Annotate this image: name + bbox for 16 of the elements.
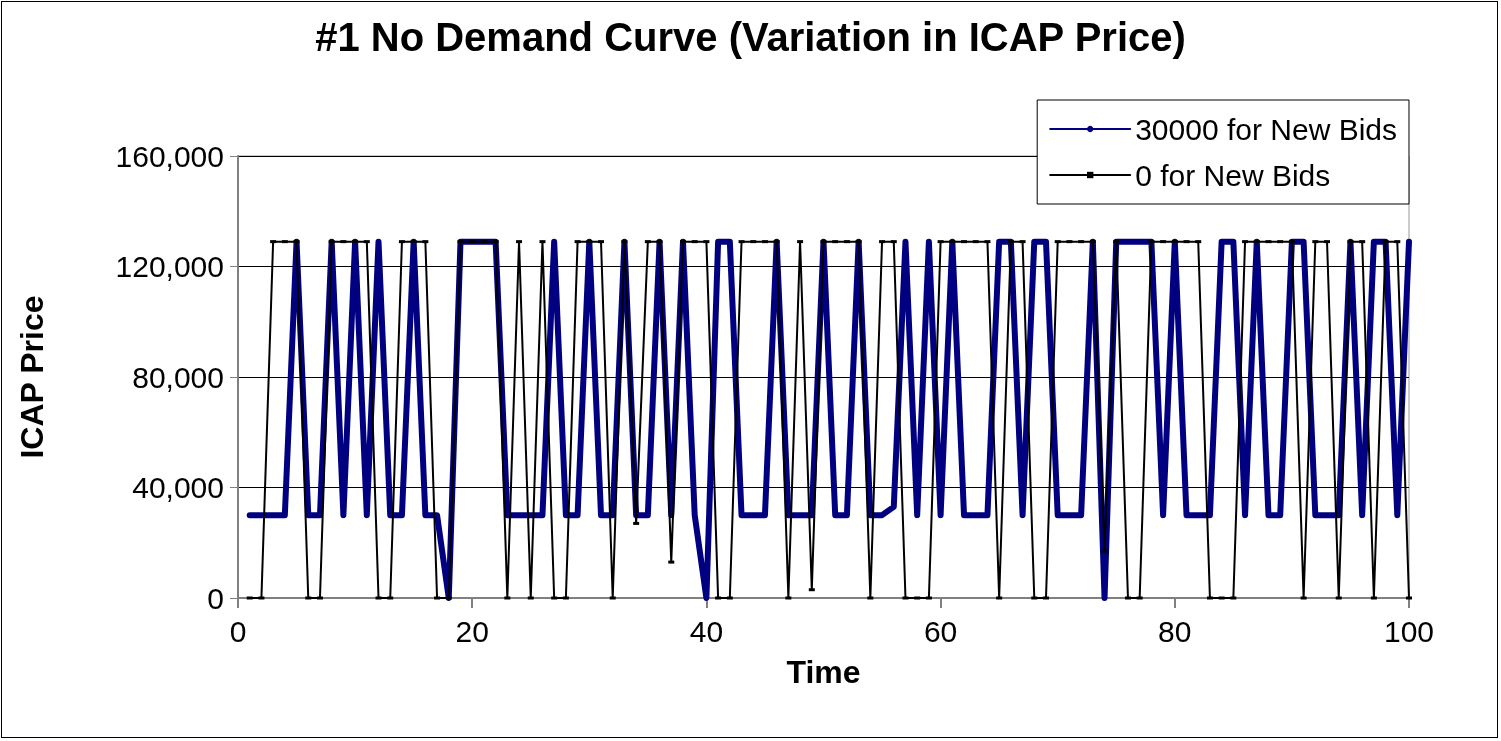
- x-tick-label: 80: [1158, 614, 1192, 648]
- legend-label: 30000 for New Bids: [1135, 112, 1397, 146]
- chart-title: #1 No Demand Curve (Variation in ICAP Price): [315, 15, 1186, 59]
- y-tick-label: 80,000: [132, 360, 224, 394]
- legend-label: 0 for New Bids: [1135, 158, 1331, 192]
- x-axis-title: Time: [786, 654, 861, 690]
- y-tick-label: 0: [207, 581, 224, 615]
- x-tick-label: 40: [689, 614, 724, 648]
- x-tick-label: 100: [1383, 614, 1435, 648]
- y-tick-label: 40,000: [132, 471, 224, 504]
- x-tick-label: 60: [923, 614, 958, 648]
- x-tick-label: 20: [455, 614, 489, 648]
- y-tick-label: 120,000: [115, 250, 224, 283]
- y-axis-title: ICAP Price: [14, 295, 50, 459]
- y-tick-label: 160,000: [115, 139, 224, 173]
- x-tick-label: 0: [229, 614, 247, 648]
